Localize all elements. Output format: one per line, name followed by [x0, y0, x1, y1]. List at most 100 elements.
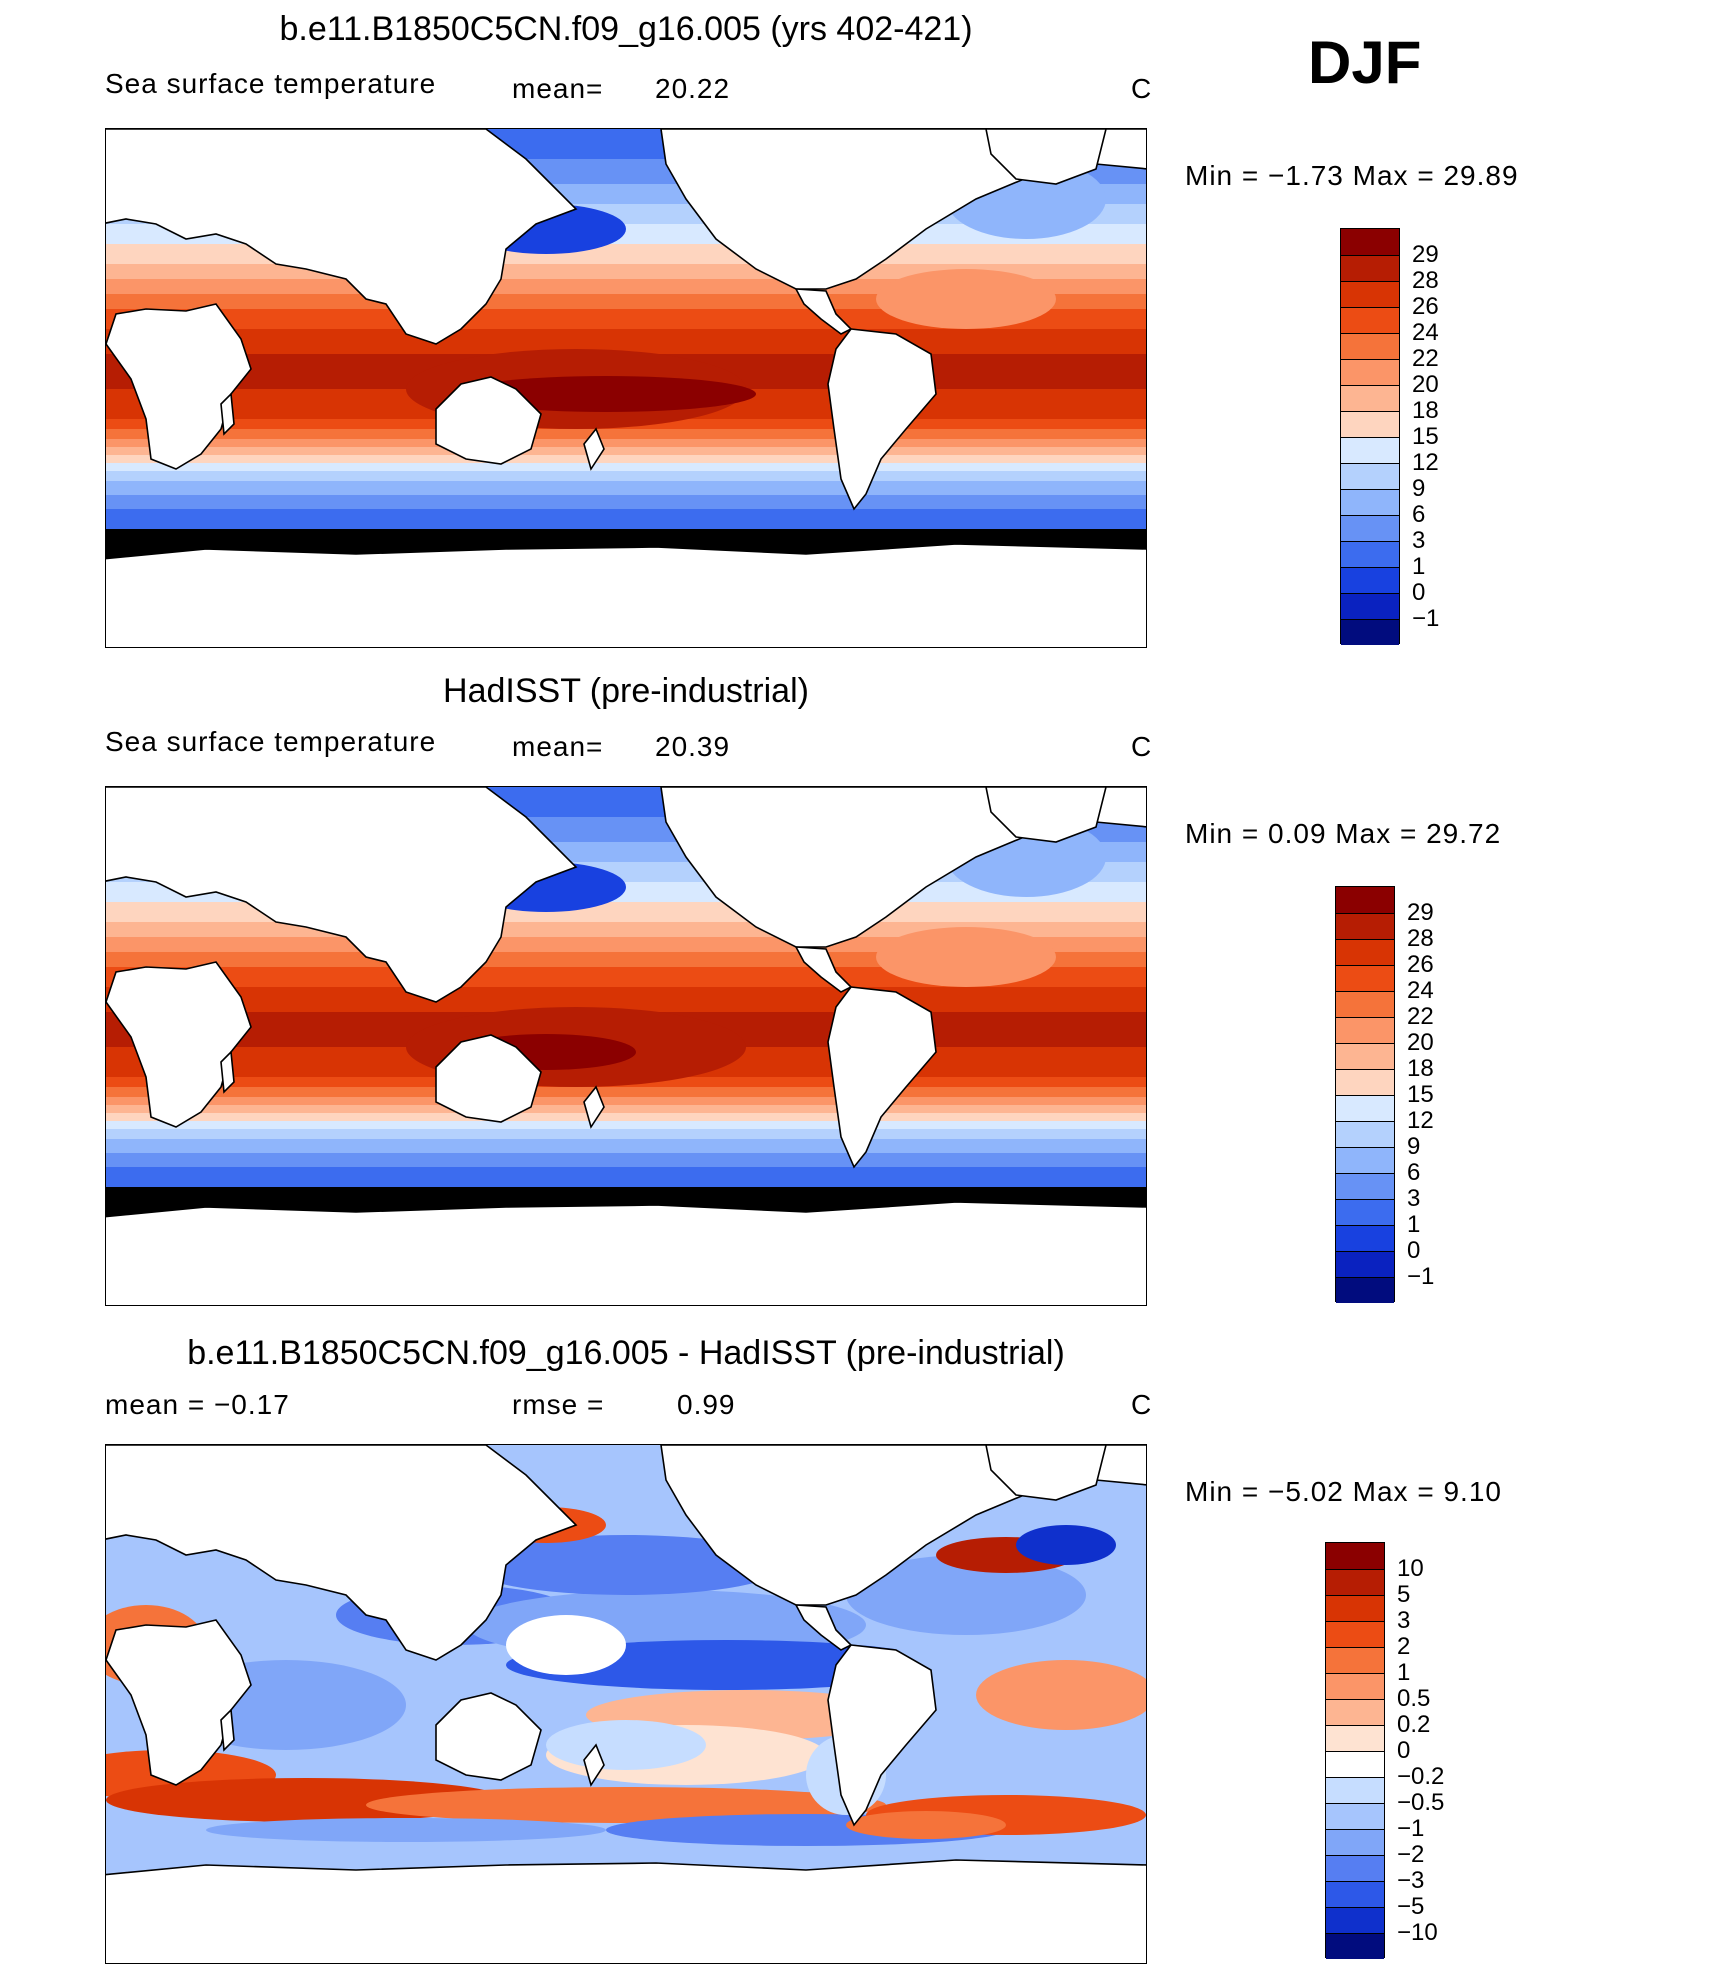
colorbar-swatch: [1326, 1725, 1384, 1751]
colorbar-swatch: [1341, 437, 1399, 463]
colorbar-swatch: [1341, 307, 1399, 333]
colorbar-swatch: [1336, 913, 1394, 939]
colorbar-swatch: [1326, 1829, 1384, 1855]
colorbar-swatch: [1326, 1673, 1384, 1699]
colorbar-label: 18: [1407, 1055, 1434, 1082]
colorbar-label: 29: [1407, 899, 1434, 926]
colorbar-label: −0.5: [1397, 1789, 1445, 1816]
colorbar-swatch: [1341, 619, 1399, 645]
world-map: [105, 1444, 1147, 1964]
mean-label: mean=: [512, 731, 604, 762]
colorbar-swatch: [1336, 991, 1394, 1017]
colorbar-swatch: [1341, 385, 1399, 411]
colorbar-swatch: [1326, 1699, 1384, 1725]
colorbar-swatch: [1336, 965, 1394, 991]
colorbar-label: 12: [1407, 1107, 1434, 1134]
colorbar-swatch: [1326, 1881, 1384, 1907]
colorbar-swatch: [1336, 1043, 1394, 1069]
mean-label: mean = −0.17: [105, 1389, 290, 1420]
colorbar-swatch: [1341, 411, 1399, 437]
colorbar-swatch: [1326, 1803, 1384, 1829]
colorbar-swatch: [1341, 463, 1399, 489]
world-map: [105, 128, 1147, 648]
colorbar-label: −3: [1397, 1867, 1425, 1894]
colorbar-label: 28: [1407, 925, 1434, 952]
colorbar-swatch: [1336, 1121, 1394, 1147]
colorbar-label: 1: [1407, 1211, 1421, 1238]
colorbar-swatch: [1326, 1777, 1384, 1803]
colorbar-swatch: [1341, 515, 1399, 541]
colorbar-label: 26: [1412, 293, 1439, 320]
colorbar-label: −0.2: [1397, 1763, 1445, 1790]
colorbar-swatch: [1326, 1933, 1384, 1959]
colorbar-label: 0.5: [1397, 1685, 1431, 1712]
colorbar-swatch: [1341, 567, 1399, 593]
colorbar-swatch: [1336, 939, 1394, 965]
colorbar-label: 20: [1412, 371, 1439, 398]
colorbar-label: 18: [1412, 397, 1439, 424]
colorbar-swatch: [1341, 489, 1399, 515]
colorbar-label: 24: [1412, 319, 1439, 346]
colorbar-swatch: [1341, 255, 1399, 281]
unit-label: C: [1131, 1389, 1153, 1420]
mean-label: mean=: [512, 73, 604, 104]
colorbar-label: 20: [1407, 1029, 1434, 1056]
colorbar-label: 0: [1407, 1237, 1421, 1264]
colorbar-swatch: [1336, 1017, 1394, 1043]
colorbar-swatch: [1336, 1147, 1394, 1173]
colorbar-swatch: [1326, 1751, 1384, 1777]
colorbar-swatch: [1336, 1199, 1394, 1225]
colorbar-label: −1: [1407, 1263, 1435, 1290]
panel-observation: HadISST (pre-industrial) Sea surface tem…: [0, 658, 1710, 1308]
min-max-readout: Min = −5.02 Max = 9.10: [1185, 1476, 1502, 1507]
colorbar-label: 1: [1412, 553, 1426, 580]
colorbar-label: 28: [1412, 267, 1439, 294]
variable-label: Sea surface temperature: [105, 726, 437, 757]
colorbar-swatch: [1341, 593, 1399, 619]
colorbar-swatch: [1326, 1543, 1384, 1569]
colorbar-swatch: [1341, 359, 1399, 385]
panel-title: b.e11.B1850C5CN.f09_g16.005 (yrs 402-421…: [279, 10, 973, 48]
unit-label: C: [1131, 73, 1153, 104]
colorbar-swatch: [1336, 1173, 1394, 1199]
colorbar-swatch: [1326, 1907, 1384, 1933]
colorbar-label: −10: [1397, 1919, 1438, 1946]
colorbar-swatch: [1336, 1225, 1394, 1251]
season-label: DJF: [1308, 29, 1422, 96]
colorbar-label: 0.2: [1397, 1711, 1431, 1738]
min-max-readout: Min = −1.73 Max = 29.89: [1185, 160, 1519, 191]
panel-difference: b.e11.B1850C5CN.f09_g16.005 - HadISST (p…: [0, 1316, 1710, 1966]
colorbar-swatch: [1341, 541, 1399, 567]
colorbar-swatch: [1336, 1251, 1394, 1277]
colorbar-label: −5: [1397, 1893, 1425, 1920]
colorbar-label: 26: [1407, 951, 1434, 978]
colorbar-label: 6: [1407, 1159, 1421, 1186]
colorbar-label: 24: [1407, 977, 1434, 1004]
colorbar-label: 12: [1412, 449, 1439, 476]
colorbar-label: −1: [1397, 1815, 1425, 1842]
colorbar-swatch: [1336, 887, 1394, 913]
colorbar-label: 15: [1412, 423, 1439, 450]
colorbar-label: 0: [1412, 579, 1426, 606]
colorbar-swatch: [1326, 1595, 1384, 1621]
colorbar-swatch: [1341, 333, 1399, 359]
mean-value: 20.39: [655, 731, 731, 762]
colorbar-label: 3: [1412, 527, 1426, 554]
panel-model: b.e11.B1850C5CN.f09_g16.005 (yrs 402-421…: [0, 0, 1710, 650]
colorbar-swatch: [1336, 1095, 1394, 1121]
colorbar-boxes: [1325, 1542, 1385, 1959]
colorbar-label: 10: [1397, 1555, 1424, 1582]
colorbar-swatch: [1341, 229, 1399, 255]
colorbar-label: 9: [1412, 475, 1426, 502]
colorbar-swatch: [1326, 1855, 1384, 1881]
colorbar-label: 3: [1397, 1607, 1411, 1634]
colorbar-label: 5: [1397, 1581, 1411, 1608]
colorbar-swatch: [1341, 281, 1399, 307]
rmse-label: rmse =: [512, 1389, 605, 1420]
colorbar-label: 22: [1407, 1003, 1434, 1030]
mean-value: 20.22: [655, 73, 731, 104]
variable-label: Sea surface temperature: [105, 68, 437, 99]
colorbar-boxes: [1340, 228, 1400, 645]
colorbar-label: 0: [1397, 1737, 1411, 1764]
world-map: [105, 786, 1147, 1306]
